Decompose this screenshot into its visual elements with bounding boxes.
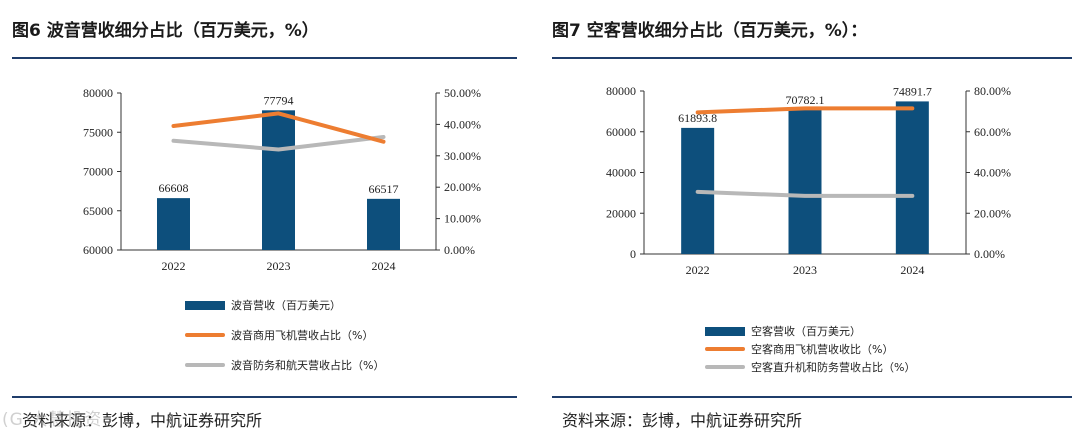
right-tick-label: 10.00% [444,212,481,226]
category-label: 2023 [267,259,291,273]
figure-6-legend: 波音营收（百万美元） 波音商用飞机营收占比（%） 波音防务和航天营收占比（%） [185,294,384,376]
right-tick-label: 50.00% [444,86,481,100]
legend-item-bar: 空客营收（百万美元） [705,322,915,340]
left-tick-label: 40000 [606,166,636,180]
right-tick-label: 20.00% [974,206,1011,220]
category-label: 2022 [162,259,186,273]
legend-item-bar: 波音营收（百万美元） [185,294,384,316]
left-tick-label: 65000 [83,204,113,218]
legend-label-line2: 波音防务和航天营收占比（%） [231,359,385,372]
left-tick-label: 75000 [83,125,113,139]
left-tick-label: 20000 [606,206,636,220]
right-tick-label: 30.00% [444,149,481,163]
figure-6-bottom-rule [12,396,517,398]
left-tick-label: 80000 [83,86,113,100]
left-tick-label: 70000 [83,165,113,179]
watermark: (G 大慧投资 [2,410,103,430]
left-tick-label: 60000 [606,125,636,139]
right-tick-label: 0.00% [444,243,475,257]
figure-7-source: 资料来源：彭博，中航证券研究所 [562,411,803,430]
figure-6-source: 资料来源：彭博，中航证券研究所 [22,411,263,430]
figure-7-legend: 空客营收（百万美元） 空客商用飞机营收收比（%） 空客直升机和防务营收占比（%） [705,322,915,376]
bar [895,101,929,254]
figure-7-panel: 图7 空客营收细分占比（百万美元，%）： 0 20000 40000 60000 800… [540,0,1080,441]
bar-value-label: 70782.1 [786,93,825,107]
bar [262,110,295,250]
legend-label-bar: 空客营收（百万美元） [751,325,861,338]
legend-swatch-line1 [185,333,225,337]
left-tick-label: 60000 [83,243,113,257]
category-label: 2024 [372,259,396,273]
category-label: 2024 [900,263,924,277]
right-tick-label: 40.00% [974,166,1011,180]
bar-value-label: 77794 [264,93,294,107]
legend-item-line2: 空客直升机和防务营收占比（%） [705,358,915,376]
legend-item-line2: 波音防务和航天营收占比（%） [185,354,384,376]
legend-label-bar: 波音营收（百万美元） [231,299,341,312]
category-label: 2022 [686,263,710,277]
figure-7-bottom-rule [552,396,1072,398]
line-series-2 [171,134,386,152]
right-tick-label: 0.00% [974,247,1005,261]
figure-6-panel: 图6 波音营收细分占比（百万美元，%） 60000 65000 70000 75000… [0,0,525,441]
legend-swatch-line2 [705,365,745,369]
bar-value-label: 66608 [159,181,189,195]
legend-label-line1: 空客商用飞机营收收比（%） [751,343,894,356]
legend-swatch-bar [705,326,745,336]
legend-swatch-line2 [185,363,225,367]
bar-value-label: 74891.7 [893,84,932,98]
figure-6-chart: 60000 65000 70000 75000 80000 0.00% 10.00% 20.0… [83,86,481,273]
line-series-1 [171,111,386,144]
right-tick-label: 20.00% [444,180,481,194]
bar-value-label: 66517 [369,182,399,196]
figure-7-chart: 0 20000 40000 60000 80000 0.00% 20.00% 40.00% 60… [606,84,1011,277]
right-tick-label: 80.00% [974,84,1011,98]
figure-6-top-rule [12,57,517,59]
right-tick-label: 60.00% [974,125,1011,139]
bar [157,198,190,250]
legend-item-line1: 波音商用飞机营收占比（%） [185,324,384,346]
legend-swatch-bar [185,300,225,310]
legend-swatch-line1 [705,347,745,351]
legend-item-line1: 空客商用飞机营收收比（%） [705,340,915,358]
legend-label-line1: 波音商用飞机营收占比（%） [231,329,374,342]
legend-label-line2: 空客直升机和防务营收占比（%） [751,361,916,374]
right-tick-label: 40.00% [444,117,481,131]
category-label: 2023 [793,263,817,277]
figure-7-title: 图7 空客营收细分占比（百万美元，%）： [552,21,868,41]
left-tick-label: 80000 [606,84,636,98]
bar-value-label: 61893.8 [678,111,717,125]
figure-6-title: 图6 波音营收细分占比（百万美元，%） [12,21,319,41]
bar [367,198,400,250]
figure-7-top-rule [552,57,1072,59]
left-tick-label: 0 [630,247,636,261]
line-series-2 [695,189,915,198]
line-series-1 [695,106,915,115]
bar [788,109,822,255]
